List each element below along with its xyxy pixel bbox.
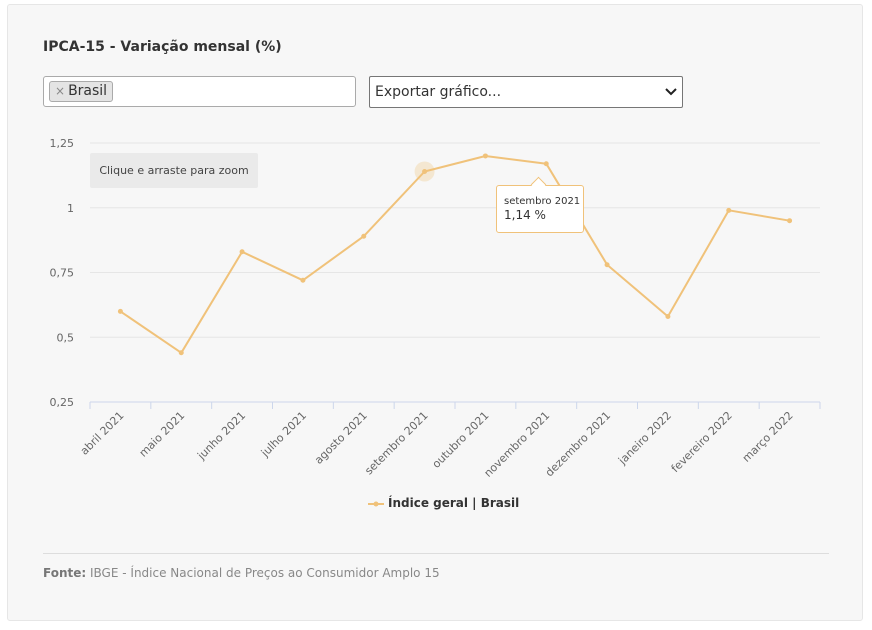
- chevron-down-icon: [665, 88, 677, 96]
- x-tick-label: julho 2021: [258, 409, 309, 460]
- x-tick-label: dezembro 2021: [543, 409, 613, 479]
- export-select-label: Exportar gráfico...: [375, 84, 502, 100]
- series-line: [119, 155, 790, 354]
- x-tick-label: novembro 2021: [482, 409, 553, 480]
- chart-title: IPCA-15 - Variação mensal (%): [43, 39, 282, 55]
- x-tick-label: outubro 2021: [430, 409, 492, 471]
- x-axis: [89, 401, 821, 409]
- x-tick-label: junho 2021: [194, 409, 248, 463]
- x-tick-label: março 2022: [740, 409, 796, 465]
- x-axis-labels: abril 2021 maio 2021 junho 2021 julho 2021 a…: [78, 409, 796, 480]
- x-tick-label: setembro 2021: [362, 409, 430, 477]
- data-point[interactable]: [787, 218, 793, 224]
- x-tick-label: janeiro 2022: [615, 409, 674, 468]
- data-tooltip: setembro 2021 1,14 %: [496, 176, 584, 233]
- export-chart-select[interactable]: Exportar gráfico...: [369, 76, 683, 108]
- grid-lines: [90, 142, 820, 338]
- y-axis-labels: 1,25 1 0,75 0,5 0,25: [50, 137, 75, 409]
- source-note: Fonte: IBGE - Índice Nacional de Preços …: [43, 566, 440, 580]
- data-point[interactable]: [543, 161, 549, 167]
- y-tick-label: 1,25: [50, 137, 75, 150]
- chip-label: Brasil: [68, 83, 108, 99]
- series-indice-geral[interactable]: [117, 153, 793, 356]
- y-tick-label: 0,75: [50, 267, 75, 280]
- location-selector[interactable]: × Brasil: [43, 76, 356, 107]
- y-tick-label: 0,5: [57, 331, 75, 344]
- chart-card: IPCA-15 - Variação mensal (%) × Brasil Ex…: [7, 4, 863, 621]
- footer-divider: [43, 553, 829, 554]
- zoom-hint: Clique e arraste para zoom: [90, 153, 258, 188]
- data-point[interactable]: [239, 249, 245, 255]
- source-label: Fonte:: [43, 566, 87, 580]
- chip-remove-icon[interactable]: ×: [55, 84, 66, 98]
- x-tick-label: fevereiro 2022: [669, 409, 735, 475]
- x-tick-label: agosto 2021: [312, 409, 370, 467]
- data-point[interactable]: [665, 314, 671, 320]
- legend-item[interactable]: Índice geral | Brasil: [368, 495, 519, 511]
- tooltip-value: 1,14 %: [504, 208, 546, 222]
- y-tick-label: 1: [67, 202, 74, 215]
- y-tick-label: 0,25: [50, 396, 75, 409]
- data-point[interactable]: [726, 207, 732, 213]
- data-point[interactable]: [300, 277, 306, 283]
- legend-line-icon: [368, 501, 384, 506]
- selected-location-chip[interactable]: × Brasil: [49, 81, 114, 102]
- data-point[interactable]: [178, 350, 184, 356]
- x-tick-label: maio 2021: [137, 409, 188, 460]
- legend-label: Índice geral | Brasil: [388, 496, 520, 510]
- data-point[interactable]: [117, 308, 123, 314]
- data-point[interactable]: [482, 153, 488, 159]
- line-chart[interactable]: 1,25 1 0,75 0,5 0,25 abril 2021 maio 2021 junh…: [8, 5, 862, 485]
- x-tick-label: abril 2021: [78, 409, 127, 458]
- data-point[interactable]: [604, 262, 610, 268]
- data-point[interactable]: [361, 233, 367, 239]
- source-text: IBGE - Índice Nacional de Preços ao Cons…: [90, 566, 440, 580]
- tooltip-date: setembro 2021: [504, 196, 581, 207]
- data-point[interactable]: [422, 168, 428, 174]
